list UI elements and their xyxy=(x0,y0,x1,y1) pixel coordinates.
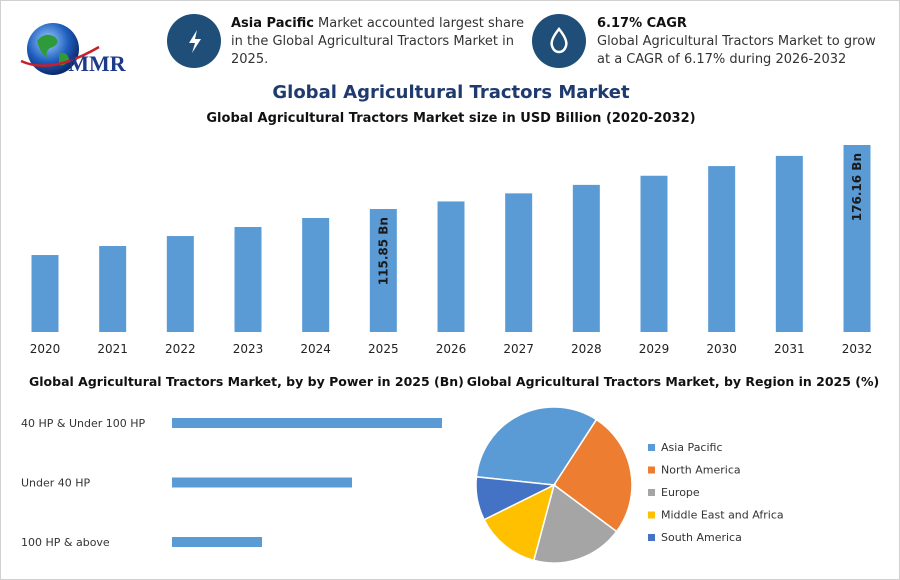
legend-swatch xyxy=(648,444,655,451)
bar xyxy=(775,155,803,332)
highlight-bold: Asia Pacific xyxy=(231,16,315,31)
icon-circle xyxy=(532,14,586,68)
pie-slice xyxy=(475,476,557,521)
highlight-text: Market accounted largest share in the Gl… xyxy=(231,16,524,67)
legend-swatch xyxy=(648,511,655,519)
highlight-1: Asia Pacific Market accounted largest sha… xyxy=(231,15,531,69)
bar xyxy=(437,201,465,332)
legend-label: North America xyxy=(661,464,741,477)
x-tick-label: 2029 xyxy=(639,342,670,356)
bar xyxy=(234,227,262,332)
x-tick-label: 2032 xyxy=(842,342,873,356)
value-label: 176.16 Bn xyxy=(850,153,864,221)
icon-bolt xyxy=(189,30,201,53)
icon-drop xyxy=(550,27,568,54)
highlight-text: Global Agricultural Tractors Market to g… xyxy=(597,34,876,67)
bar xyxy=(31,255,59,332)
logo-land xyxy=(37,34,69,66)
x-tick-label: 2027 xyxy=(503,342,534,356)
logo-text: MMR xyxy=(68,51,127,76)
legend-label: Middle East and Africa xyxy=(661,509,784,522)
page-title: Global Agricultural Tractors Market xyxy=(272,82,630,103)
x-tick-label: 2026 xyxy=(436,342,467,356)
bar xyxy=(302,217,330,332)
bar xyxy=(369,209,397,332)
bar xyxy=(843,145,871,332)
icon-2 xyxy=(532,14,586,68)
legend-swatch xyxy=(648,466,655,474)
legend-swatch xyxy=(648,489,655,496)
highlight-2: 6.17% CAGR Global Agricultural Tractors M… xyxy=(597,15,887,69)
legend-label: Asia Pacific xyxy=(661,441,723,454)
bar xyxy=(166,236,194,332)
bar xyxy=(708,166,736,332)
bar xyxy=(572,184,600,332)
value-label: 115.85 Bn xyxy=(376,217,390,285)
chart-title: Global Agricultural Tractors Market, by … xyxy=(467,374,879,389)
legend-label: Europe xyxy=(661,486,700,499)
x-tick-label: 2020 xyxy=(30,342,61,356)
legend-swatch xyxy=(648,534,655,541)
x-tick-label: 2025 xyxy=(368,342,399,356)
chart-subtitle: Global Agricultural Tractors Market size… xyxy=(206,111,695,126)
pie-slice xyxy=(483,483,556,562)
bar xyxy=(505,193,533,332)
icon-1 xyxy=(167,14,221,68)
logo-swoosh xyxy=(20,45,100,67)
x-tick-label: 2030 xyxy=(706,342,737,356)
bar xyxy=(172,537,262,547)
pie-slice xyxy=(552,418,633,533)
bar xyxy=(99,246,127,332)
bar xyxy=(172,477,352,488)
x-tick-label: 2022 xyxy=(165,342,196,356)
x-tick-label: 2021 xyxy=(97,342,128,356)
x-tick-label: 2028 xyxy=(571,342,602,356)
chart-title: Global Agricultural Tractors Market, by … xyxy=(29,374,464,389)
highlight-bold: 6.17% CAGR xyxy=(597,16,687,31)
logo: MMR xyxy=(20,23,127,76)
x-tick-label: 2023 xyxy=(233,342,264,356)
bar xyxy=(172,418,442,428)
y-tick-label: 40 HP & Under 100 HP xyxy=(21,417,146,430)
legend-label: South America xyxy=(661,531,742,544)
x-tick-label: 2024 xyxy=(300,342,331,356)
y-tick-label: 100 HP & above xyxy=(21,536,110,549)
bar xyxy=(640,175,668,332)
x-tick-label: 2031 xyxy=(774,342,805,356)
pie-slice xyxy=(532,483,618,564)
y-tick-label: Under 40 HP xyxy=(21,477,91,490)
